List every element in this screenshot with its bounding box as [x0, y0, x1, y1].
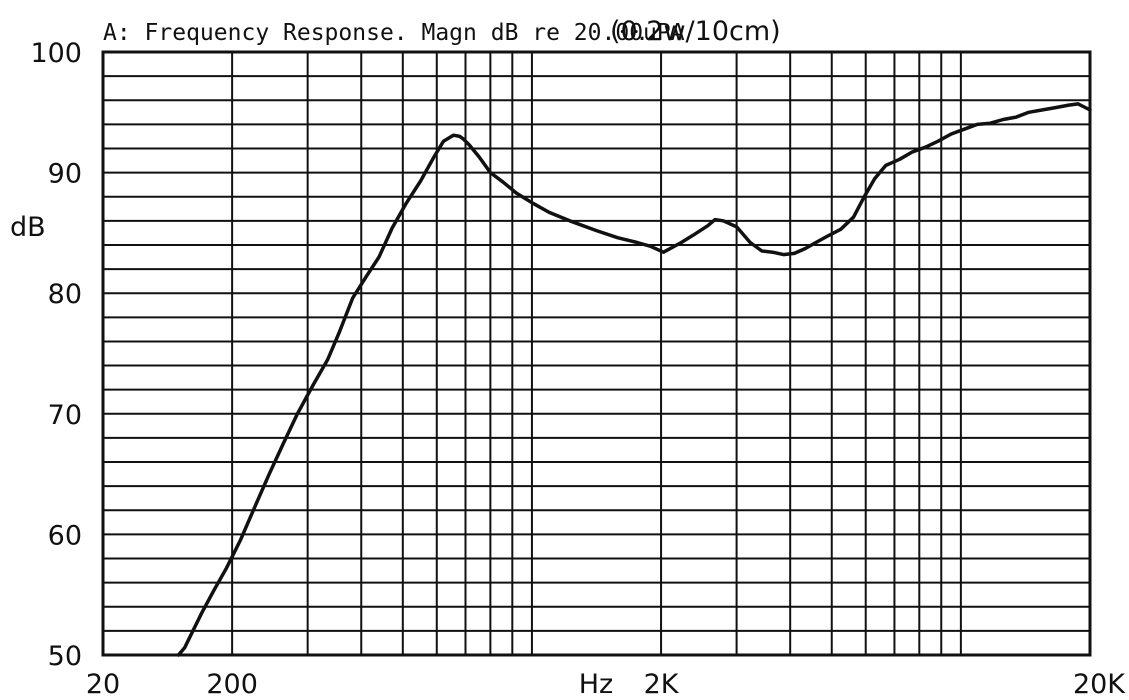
y-tick-label: 60 [48, 520, 82, 551]
grid [103, 52, 1090, 655]
y-tick-label: 50 [48, 641, 82, 672]
plot-frame [101, 50, 1092, 657]
chart-subtitle: (0.2w/10cm) [610, 16, 781, 47]
x-axis-label: Hz [579, 669, 613, 700]
y-tick-label: 80 [48, 279, 82, 310]
x-tick-label: 200 [206, 669, 258, 700]
y-axis-label: dB [10, 212, 46, 243]
x-tick-label: 20K [1073, 669, 1126, 700]
y-tick-label: 90 [48, 159, 82, 190]
chart-title: A: Frequency Response. Magn dB re 20.00u… [103, 20, 685, 46]
y-tick-label: 100 [30, 38, 82, 69]
x-tick-label: 20 [86, 669, 120, 700]
series-line-frequency-response [176, 102, 1092, 657]
y-tick-label: 70 [48, 400, 82, 431]
x-tick-label: 2K [644, 669, 680, 700]
